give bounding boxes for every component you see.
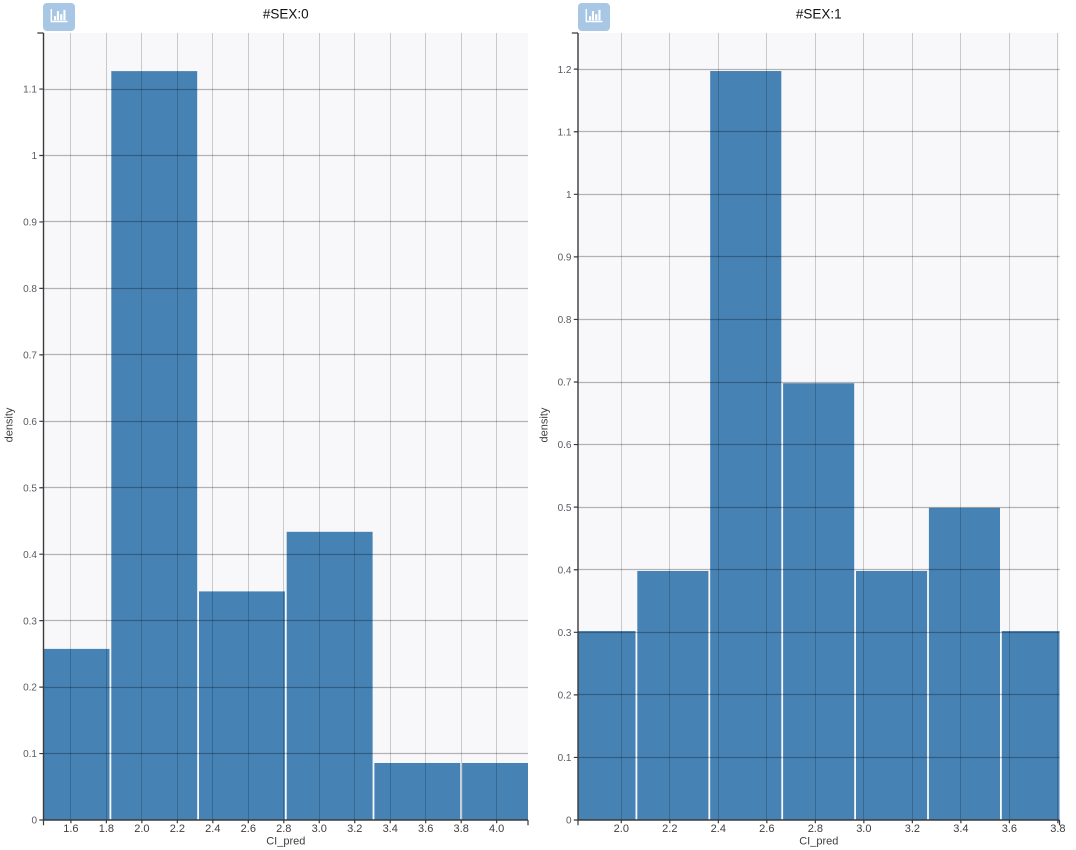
svg-text:0.3: 0.3 [23,616,37,627]
svg-text:1: 1 [31,151,37,162]
svg-text:3.8: 3.8 [454,823,469,835]
svg-text:1.1: 1.1 [558,127,572,138]
svg-text:3.6: 3.6 [1002,823,1017,835]
svg-text:0.1: 0.1 [23,749,37,760]
svg-text:3.2: 3.2 [905,823,920,835]
svg-text:2.8: 2.8 [808,823,823,835]
svg-text:4.0: 4.0 [489,823,504,835]
svg-text:0.1: 0.1 [558,753,572,764]
svg-text:2.8: 2.8 [276,823,291,835]
svg-text:0.5: 0.5 [23,483,37,494]
svg-text:#SEX:0: #SEX:0 [263,7,309,22]
svg-text:0.9: 0.9 [23,218,37,229]
svg-text:0.4: 0.4 [558,565,572,576]
svg-text:3.6: 3.6 [418,823,433,835]
svg-text:0.6: 0.6 [558,440,572,451]
svg-text:CI_pred: CI_pred [266,836,305,848]
svg-text:0: 0 [566,816,572,827]
svg-text:2.4: 2.4 [711,823,726,835]
svg-text:3.0: 3.0 [312,823,327,835]
svg-text:0.8: 0.8 [558,315,572,326]
svg-text:2.0: 2.0 [614,823,629,835]
svg-text:0.6: 0.6 [23,417,37,428]
svg-text:3.2: 3.2 [347,823,362,835]
svg-text:3.0: 3.0 [856,823,871,835]
svg-text:2.2: 2.2 [662,823,677,835]
svg-text:density: density [538,407,550,442]
svg-text:1.1: 1.1 [23,85,37,96]
svg-text:CI_pred: CI_pred [799,836,838,848]
svg-text:1.2: 1.2 [558,65,572,76]
svg-text:0.7: 0.7 [558,378,572,389]
svg-text:0.9: 0.9 [558,252,572,263]
svg-text:1.8: 1.8 [99,823,114,835]
svg-text:0.2: 0.2 [558,690,572,701]
svg-text:2.6: 2.6 [759,823,774,835]
svg-text:2.2: 2.2 [170,823,185,835]
svg-text:density: density [3,407,15,442]
svg-text:2.6: 2.6 [241,823,256,835]
svg-text:1.6: 1.6 [63,823,78,835]
svg-text:0.7: 0.7 [23,350,37,361]
svg-text:2.4: 2.4 [205,823,220,835]
svg-text:0.4: 0.4 [23,550,37,561]
svg-text:3.4: 3.4 [383,823,398,835]
svg-text:0: 0 [31,816,37,827]
svg-text:3.4: 3.4 [953,823,968,835]
svg-text:0.5: 0.5 [558,503,572,514]
svg-text:0.3: 0.3 [558,628,572,639]
svg-text:0.2: 0.2 [23,683,37,694]
svg-text:#SEX:1: #SEX:1 [796,7,842,22]
svg-text:3.8: 3.8 [1050,823,1065,835]
svg-text:2.0: 2.0 [134,823,149,835]
svg-text:0.8: 0.8 [23,284,37,295]
svg-text:1: 1 [566,190,572,201]
